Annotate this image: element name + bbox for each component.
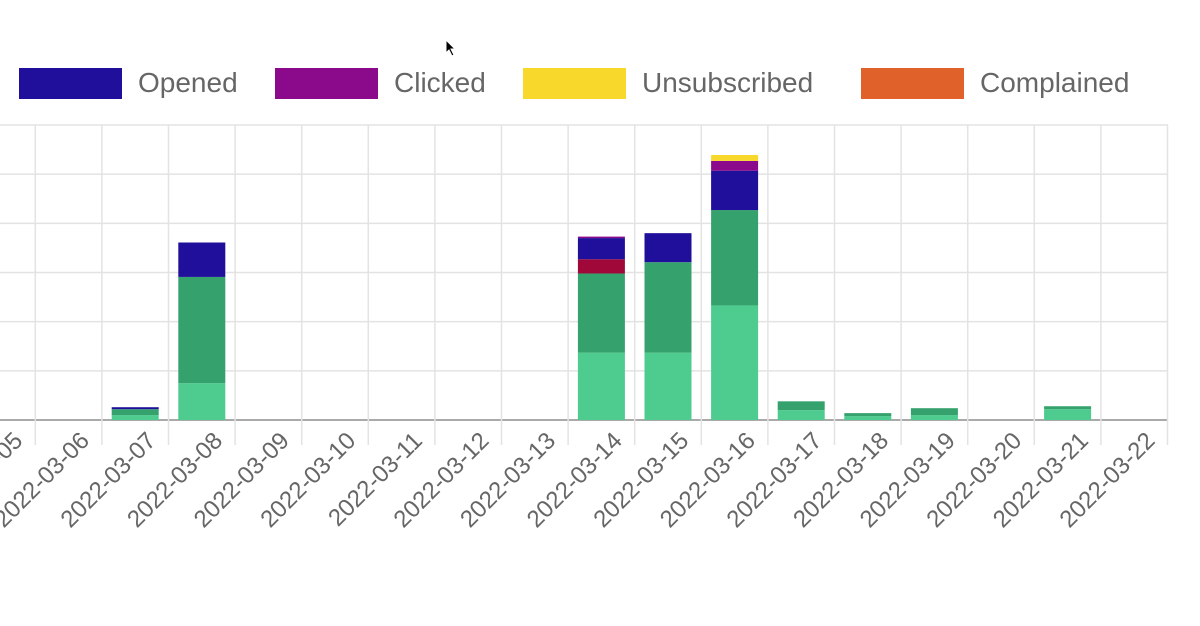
bar-segment-series-2	[644, 262, 692, 353]
bar-segment-series-1	[111, 415, 159, 420]
legend-label-complained: Complained	[980, 67, 1130, 98]
bar-segment-series-2	[577, 273, 625, 353]
legend-item-unsubscribed[interactable]: Unsubscribed	[523, 66, 813, 100]
bar-segment-series-1	[1044, 409, 1092, 420]
legend-label-clicked: Clicked	[394, 67, 486, 98]
legend-swatch-clicked	[275, 67, 378, 99]
bar-segment-series-1	[844, 416, 892, 420]
bar-segment-opened	[644, 233, 692, 263]
bar-segment-series-2	[178, 276, 226, 384]
legend-label-unsubscribed: Unsubscribed	[642, 67, 814, 98]
bar-segment-series-1	[178, 383, 226, 420]
bar-segment-opened	[178, 242, 226, 277]
legend-swatch-complained	[861, 67, 964, 99]
bar-segment-series-2	[844, 413, 892, 417]
bar-segment-series-1	[711, 305, 759, 420]
bar-segment-clicked	[711, 160, 759, 171]
bar-segment-series-2	[910, 408, 958, 416]
mouse-cursor-icon	[445, 39, 457, 57]
legend-item-opened[interactable]: Opened	[19, 66, 238, 100]
bar-segment-opened	[711, 170, 759, 211]
bar-segment-opened	[111, 407, 159, 410]
bar-segment-series-3	[577, 259, 625, 274]
bar-segment-series-2	[711, 210, 759, 306]
legend-swatch-unsubscribed	[523, 67, 626, 99]
bar-segment-series-1	[910, 415, 958, 420]
bar-segment-series-1	[644, 352, 692, 420]
legend-label-opened: Opened	[138, 67, 238, 98]
legend-item-complained[interactable]: Complained	[861, 66, 1129, 100]
bar-segment-series-2	[777, 401, 825, 411]
legend-item-clicked[interactable]: Clicked	[275, 66, 486, 100]
bar-segment-series-1	[577, 352, 625, 420]
bar-segment-clicked	[577, 236, 625, 239]
bar-segment-series-1	[777, 410, 825, 420]
bar-segment-unsubscribed	[711, 154, 759, 161]
legend-swatch-opened	[19, 67, 122, 99]
bar-segment-opened	[577, 238, 625, 260]
bar-segment-series-2	[1044, 406, 1092, 410]
bar-segment-series-2	[111, 409, 159, 416]
